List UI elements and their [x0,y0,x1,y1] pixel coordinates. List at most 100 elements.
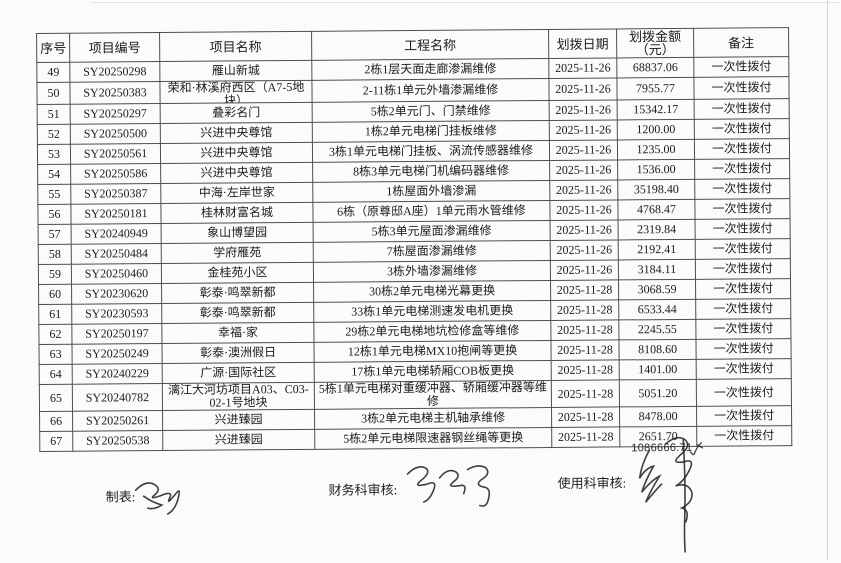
cell-allocation-date: 2025-11-26 [549,199,619,221]
cell-work-name: 5栋2单元门、门禁维修 [312,100,550,123]
cell-project-code: SY20250297 [70,103,161,125]
cell-project-name: 学府雁苑 [161,242,314,264]
cell-allocation-date: 2025-11-28 [551,379,620,408]
cell-seq: 54 [37,164,71,185]
cell-remark: 一次性拨付 [695,218,791,240]
cell-allocation-date: 2025-11-26 [550,239,619,261]
cell-seq: 50 [36,82,71,105]
cell-project-name: 漓江大河坊项目A03、C03-02-1号地块 [162,382,315,411]
header-remark: 备注 [693,27,789,58]
cell-seq: 52 [37,124,71,145]
cell-seq: 59 [38,264,72,285]
cell-remark: 一次性拨付 [695,258,791,280]
cell-allocation-amount: 4768.47 [617,199,696,220]
cell-allocation-amount: 3184.11 [618,259,696,280]
finance-review-signature [406,465,491,507]
cell-allocation-amount: 8108.60 [618,339,697,360]
cell-project-code: SY20230593 [71,303,162,325]
cell-project-code: SY20250197 [71,323,162,345]
cell-remark: 一次性拨付 [693,56,789,78]
cell-project-name: 彰泰·澳洲假日 [161,342,315,364]
header-seq: 序号 [36,33,70,63]
cell-remark: 一次性拨付 [694,178,790,200]
cell-allocation-date: 2025-11-26 [549,159,618,181]
cell-work-name: 8栋3单元电梯门机编码器维修 [312,160,550,183]
cell-seq: 66 [39,411,73,432]
cell-project-code: SY20240782 [72,383,163,412]
cell-work-name: 17栋1单元电梯轿厢COB板更换 [314,360,552,383]
cell-allocation-amount: 3068.59 [618,279,696,300]
cell-project-name: 兴进中央尊馆 [160,162,313,184]
cell-allocation-amount: 2245.55 [618,319,696,340]
cell-project-code: SY20250181 [70,203,162,225]
cell-seq: 51 [37,104,71,125]
cell-allocation-amount: 7955.77 [616,77,695,100]
cell-project-name: 兴进中央尊馆 [160,142,313,164]
cell-allocation-date: 2025-11-26 [548,77,618,101]
cell-project-name: 广源·国际社区 [162,362,315,384]
cell-remark: 一次性拨付 [695,238,791,260]
handwritten-checkmark [689,442,703,456]
cell-allocation-date: 2025-11-28 [550,339,620,361]
cell-seq: 58 [38,244,72,265]
cell-work-name: 6栋（原尊邸A座）1单元雨水管维修 [312,200,551,223]
cell-project-code: SY20250586 [70,163,161,185]
cell-work-name: 5栋2单元电梯限速器钢丝绳等更换 [314,427,552,450]
header-project-name: 项目名称 [159,31,312,62]
cell-seq: 61 [38,304,72,325]
cell-allocation-amount: 8478.00 [619,406,697,427]
cell-remark: 一次性拨付 [696,378,792,407]
cell-project-name: 幸福·家 [161,322,314,344]
cell-project-name: 荣和·林溪府西区（A7-5地块） [159,80,313,104]
cell-remark: 一次性拨付 [694,158,790,180]
cell-remark: 一次性拨付 [694,118,790,140]
cell-project-name: 兴进臻园 [162,409,315,431]
cell-seq: 53 [37,144,71,165]
cell-allocation-date: 2025-11-26 [550,219,619,241]
header-work-name: 工程名称 [311,29,549,61]
scan-page-edge [827,0,828,560]
cell-project-name: 中海·左岸世家 [160,182,313,204]
cell-project-code: SY20250500 [70,123,161,145]
cell-allocation-amount: 1401.00 [619,359,697,380]
cell-allocation-amount: 6533.44 [618,299,696,320]
cell-allocation-date: 2025-11-26 [549,99,618,121]
header-project-code: 项目编号 [69,32,160,63]
cell-project-name: 彰泰·鸣翠新都 [161,282,314,304]
cell-allocation-amount: 2192.41 [618,239,696,260]
prepared-by-signature [134,482,181,515]
allocation-table: 序号 项目编号 项目名称 工程名称 划拨日期 划拨金额 （元） 备注 49 SY… [36,27,792,452]
cell-allocation-amount: 15342.17 [617,99,695,120]
cell-project-code: SY20250387 [70,183,161,205]
cell-allocation-amount: 1235.00 [617,139,695,160]
cell-allocation-date: 2025-11-28 [550,319,619,341]
cell-work-name: 3栋外墙渗漏维修 [313,260,551,283]
cell-remark: 一次性拨付 [694,138,790,160]
cell-remark: 一次性拨付 [695,318,791,340]
header-allocation-date: 划拨日期 [548,28,617,59]
cell-project-name: 桂林财富名城 [160,202,314,224]
cell-work-name: 1栋屋面外墙渗漏 [312,180,550,203]
cell-project-name: 叠彩名门 [160,102,313,124]
cell-work-name: 29栋2单元电梯地坑检修盒等维修 [313,320,551,343]
cell-seq: 56 [37,204,72,225]
cell-seq: 65 [39,384,73,412]
cell-allocation-amount: 5051.20 [619,379,697,407]
cell-remark: 一次性拨付 [695,338,792,360]
cell-work-name: 3栋1单元电梯门挂板、涡流传感器维修 [312,140,550,163]
cell-remark: 一次性拨付 [693,76,790,100]
cell-remark: 一次性拨付 [694,198,791,220]
cell-work-name: 7栋屋面渗漏维修 [313,240,551,263]
cell-seq: 57 [38,224,72,245]
cell-project-code: SY20250261 [72,410,163,432]
cell-allocation-amount: 1536.00 [617,159,695,180]
cell-allocation-date: 2025-11-26 [549,179,618,201]
cell-project-code: SY20250538 [72,430,163,452]
cell-project-code: SY20250460 [71,263,162,285]
cell-project-name: 兴进中央尊馆 [160,122,313,144]
cell-seq: 55 [37,184,71,205]
cell-allocation-date: 2025-11-28 [550,279,619,301]
cell-remark: 一次性拨付 [696,405,792,427]
cell-project-name: 金桂苑小区 [161,262,314,284]
